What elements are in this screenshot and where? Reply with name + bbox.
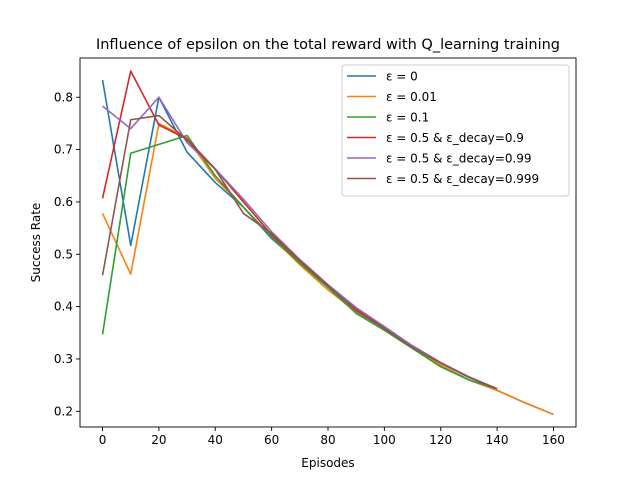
y-tick-label: 0.5 bbox=[54, 247, 73, 261]
legend-entry-5: ε = 0.5 & ε_decay=0.999 bbox=[386, 172, 539, 186]
x-tick-label: 100 bbox=[373, 433, 396, 447]
legend: ε = 0 ε = 0.01 ε = 0.1 ε = 0.5 & ε_decay=0.… bbox=[341, 64, 570, 197]
x-tick-label: 160 bbox=[542, 433, 565, 447]
x-tick-label: 140 bbox=[486, 433, 509, 447]
x-axis-label: Episodes bbox=[301, 456, 354, 470]
x-tick-label: 0 bbox=[99, 433, 107, 447]
x-tick-label: 120 bbox=[429, 433, 452, 447]
x-tick-label: 60 bbox=[264, 433, 279, 447]
legend-box bbox=[341, 64, 570, 197]
legend-entry-0: ε = 0 bbox=[386, 70, 418, 84]
y-tick-label: 0.2 bbox=[54, 404, 73, 418]
legend-entry-4: ε = 0.5 & ε_decay=0.99 bbox=[386, 152, 532, 166]
x-tick-label: 40 bbox=[208, 433, 223, 447]
y-tick-label: 0.6 bbox=[54, 195, 73, 209]
y-tick-label: 0.3 bbox=[54, 352, 73, 366]
x-tick-label: 20 bbox=[151, 433, 166, 447]
axes-layer: 0 20 40 60 80 100 120 140 160 0.2 0.3 0.4 0.5 0.6 0.7 0… bbox=[54, 57, 577, 447]
y-axis-label: Success Rate bbox=[29, 203, 43, 283]
y-tick-label: 0.4 bbox=[54, 300, 73, 314]
legend-entry-3: ε = 0.5 & ε_decay=0.9 bbox=[386, 131, 524, 145]
x-tick-label: 80 bbox=[320, 433, 335, 447]
legend-entry-2: ε = 0.1 bbox=[386, 111, 429, 125]
legend-entry-1: ε = 0.01 bbox=[386, 90, 437, 104]
chart-title: Influence of epsilon on the total reward… bbox=[96, 37, 560, 53]
series-layer bbox=[101, 70, 554, 416]
y-tick-label: 0.8 bbox=[54, 90, 73, 104]
series-line-2 bbox=[101, 134, 498, 390]
series-line-5 bbox=[101, 114, 498, 390]
y-tick-label: 0.7 bbox=[54, 143, 73, 157]
